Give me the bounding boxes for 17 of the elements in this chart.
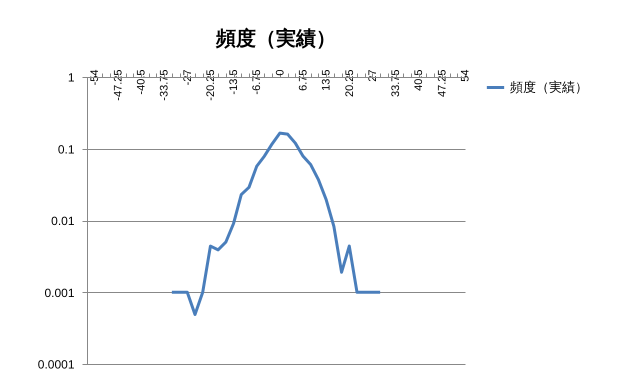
- x-tick-label: -13.5: [228, 70, 240, 95]
- line-series: [170, 132, 382, 316]
- chart-title: 頻度（実績）: [215, 27, 336, 50]
- x-tick-label: 40.5: [413, 70, 426, 91]
- x-tick-label: 6.75: [298, 70, 310, 91]
- legend-label: 頻度（実績）: [510, 80, 588, 94]
- x-tick-label: 0: [274, 70, 286, 76]
- y-tick-label: 0.0001: [38, 358, 75, 372]
- y-tick-label: 1: [68, 70, 75, 84]
- x-tick-label: -40.5: [136, 70, 148, 95]
- y-tick-label: 0.001: [44, 286, 75, 300]
- y-tick-label: 0.01: [51, 214, 75, 228]
- x-tick-label: -6.75: [251, 70, 264, 95]
- x-tick-label: -33.75: [158, 70, 171, 101]
- y-tick-label: 0.1: [58, 142, 75, 156]
- x-tick-label: 33.75: [390, 70, 402, 98]
- x-tick-label: 13.5: [320, 70, 333, 91]
